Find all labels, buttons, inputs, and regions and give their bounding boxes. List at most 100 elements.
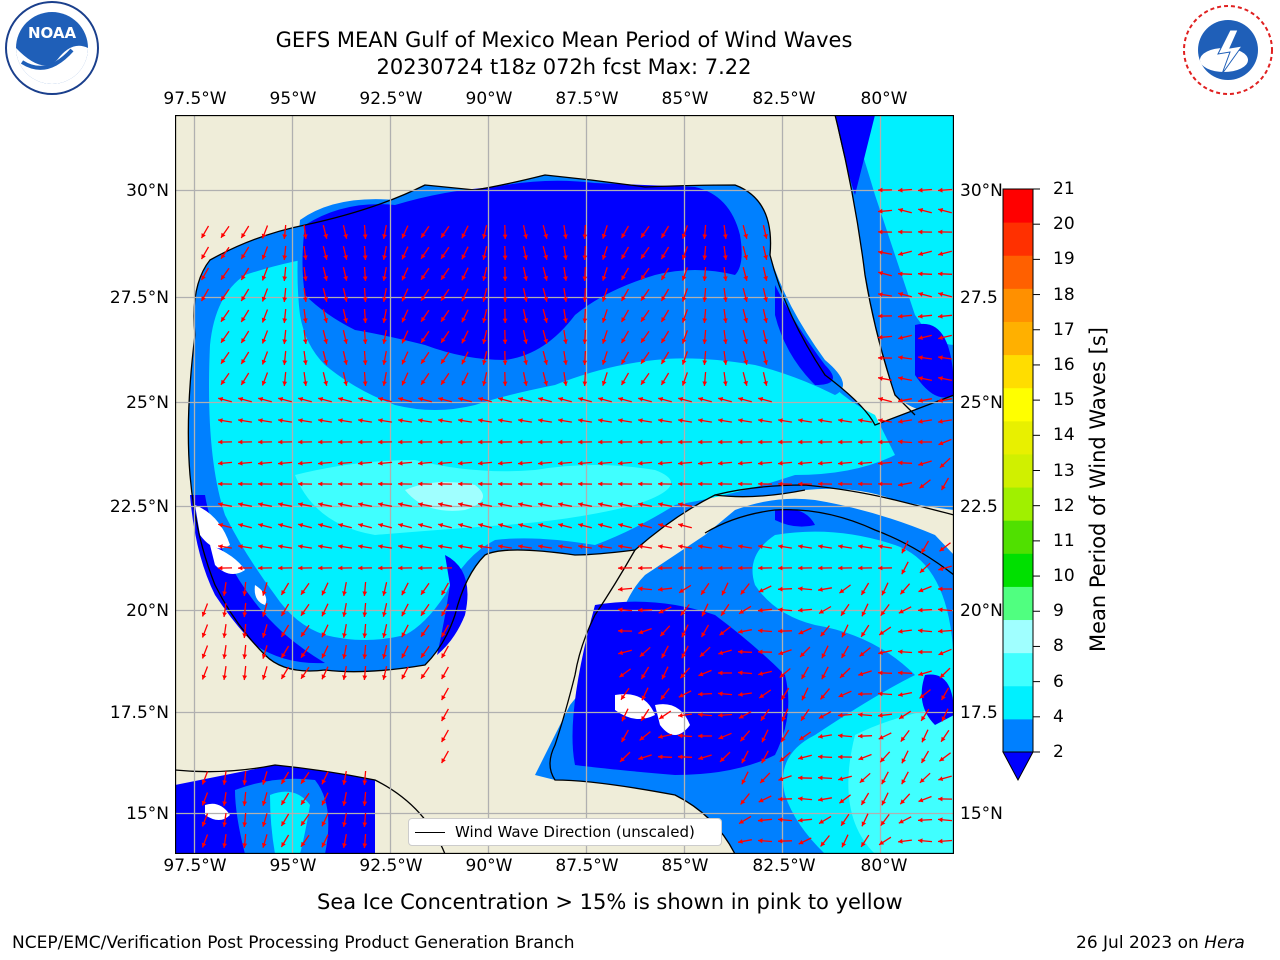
wind-wave-arrow-head — [678, 418, 683, 423]
lat-label-right: 20°N — [960, 601, 1003, 621]
wind-wave-arrow-head — [441, 611, 446, 617]
wind-wave-arrow-head — [461, 359, 466, 365]
lat-label-right: 22.5 — [960, 497, 998, 517]
wind-wave-arrow-head — [543, 296, 548, 302]
wind-wave-arrow-head — [401, 380, 407, 386]
wind-wave-arrow-head — [818, 797, 823, 802]
wind-wave-arrow-head — [222, 654, 227, 659]
wind-wave-arrow-head — [678, 733, 683, 739]
wind-wave-arrow-head — [878, 208, 883, 214]
wind-wave-arrow-head — [758, 628, 763, 634]
wind-wave-arrow-head — [940, 673, 945, 678]
wind-wave-arrow-head — [738, 418, 743, 423]
wind-wave-arrow-head — [621, 716, 627, 722]
wind-wave-arrow-head — [918, 187, 923, 193]
lon-label-top: 97.5°W — [163, 89, 227, 109]
wind-wave-arrow-head — [740, 589, 746, 595]
wind-wave-arrow-head — [238, 397, 244, 402]
wind-wave-arrow-head — [441, 358, 446, 364]
wind-wave-arrow-head — [900, 736, 906, 742]
wind-wave-arrow-head — [281, 653, 286, 658]
wind-wave-arrow-head — [838, 776, 844, 781]
caribbean-field-0-2s — [572, 601, 789, 775]
wind-wave-arrow-head — [878, 544, 883, 549]
colorbar-tick-label: 15 — [1053, 390, 1075, 411]
wind-wave-arrow-head — [398, 460, 403, 466]
wind-wave-arrow-head — [698, 712, 703, 718]
wind-wave-arrow-head — [938, 586, 943, 592]
colorbar — [1002, 188, 1040, 782]
wind-wave-arrow-head — [918, 271, 923, 277]
wind-wave-arrow-head — [318, 544, 323, 549]
wind-wave-arrow-head — [698, 481, 703, 487]
wind-wave-arrow-head — [461, 317, 466, 323]
wind-wave-arrow-head — [421, 379, 426, 385]
wind-wave-arrow-head — [738, 670, 743, 676]
wind-wave-arrow-head — [661, 296, 666, 301]
wind-wave-arrow-head — [878, 650, 883, 655]
wind-wave-arrow-head — [362, 675, 368, 680]
wind-wave-arrow-head — [818, 714, 824, 719]
colorbar-segment — [1003, 553, 1033, 587]
wind-wave-arrow-head — [758, 397, 764, 402]
wind-wave-arrow-head — [298, 523, 304, 528]
wind-wave-arrow-head — [338, 523, 344, 528]
wind-wave-arrow-head — [702, 318, 708, 323]
wind-wave-arrow-head — [743, 317, 748, 323]
wind-wave-arrow-head — [738, 839, 743, 844]
wind-wave-arrow-head — [778, 628, 783, 634]
wind-wave-arrow-head — [343, 381, 348, 386]
wind-wave-arrow-head — [318, 418, 323, 423]
wind-wave-arrow-head — [358, 439, 363, 445]
wind-wave-arrow-head — [398, 481, 403, 487]
wind-wave-arrow-head — [658, 754, 663, 760]
wind-wave-arrow-head — [938, 419, 943, 424]
colorbar-segment — [1003, 619, 1033, 654]
wind-wave-arrow-head — [281, 842, 286, 847]
wind-wave-arrow-head — [739, 819, 744, 824]
wind-wave-arrow-head — [939, 463, 945, 468]
wind-wave-arrow-head — [763, 234, 768, 239]
wind-wave-arrow-head — [278, 502, 283, 507]
wind-wave-arrow-head — [861, 590, 866, 595]
wind-wave-arrow-head — [878, 271, 884, 276]
wind-wave-arrow-head — [919, 778, 925, 783]
wind-wave-arrow-head — [382, 339, 387, 344]
wind-wave-arrow-head — [938, 229, 943, 235]
wind-wave-arrow-head — [441, 316, 446, 322]
wind-wave-arrow-head — [618, 418, 623, 423]
colorbar-tick-label: 19 — [1053, 249, 1075, 270]
wind-wave-arrow-head — [582, 276, 588, 281]
wind-wave-arrow-head — [201, 275, 206, 281]
wind-wave-arrow-head — [461, 254, 466, 260]
wind-wave-arrow-head — [441, 590, 446, 596]
wind-wave-arrow-head — [718, 439, 723, 445]
lon-label-bottom: 90°W — [465, 856, 513, 876]
lat-label-left: 15°N — [126, 804, 169, 824]
wind-wave-arrow-head — [898, 208, 904, 213]
wind-wave-arrow-head — [461, 338, 466, 344]
wind-wave-arrow-head — [898, 692, 903, 697]
wind-wave-arrow-head — [261, 359, 267, 365]
wind-wave-arrow-head — [758, 439, 763, 445]
wind-wave-arrow-head — [681, 233, 687, 239]
lon-label-bottom: 97.5°W — [163, 856, 227, 876]
wind-wave-arrow-head — [641, 253, 646, 259]
wind-wave-arrow-head — [281, 800, 286, 805]
wind-wave-arrow-head — [921, 737, 927, 743]
wind-wave-arrow-head — [918, 419, 923, 424]
wind-wave-arrow-head — [523, 318, 528, 323]
wind-wave-arrow-head — [298, 397, 304, 402]
wind-wave-arrow-head — [801, 715, 806, 721]
colorbar-tick-label: 12 — [1053, 495, 1075, 516]
wind-wave-arrow-head — [859, 778, 865, 783]
wind-wave-arrow-head — [258, 544, 263, 549]
wind-wave-arrow-head — [778, 776, 784, 782]
wind-wave-arrow-head — [658, 439, 663, 445]
wind-wave-arrow-head — [222, 780, 227, 785]
wind-wave-arrow-head — [241, 359, 246, 364]
wind-wave-arrow-head — [701, 611, 707, 617]
wind-wave-arrow-head — [281, 632, 286, 637]
wind-wave-arrow-head — [761, 758, 766, 764]
wind-wave-arrow-head — [401, 275, 407, 281]
